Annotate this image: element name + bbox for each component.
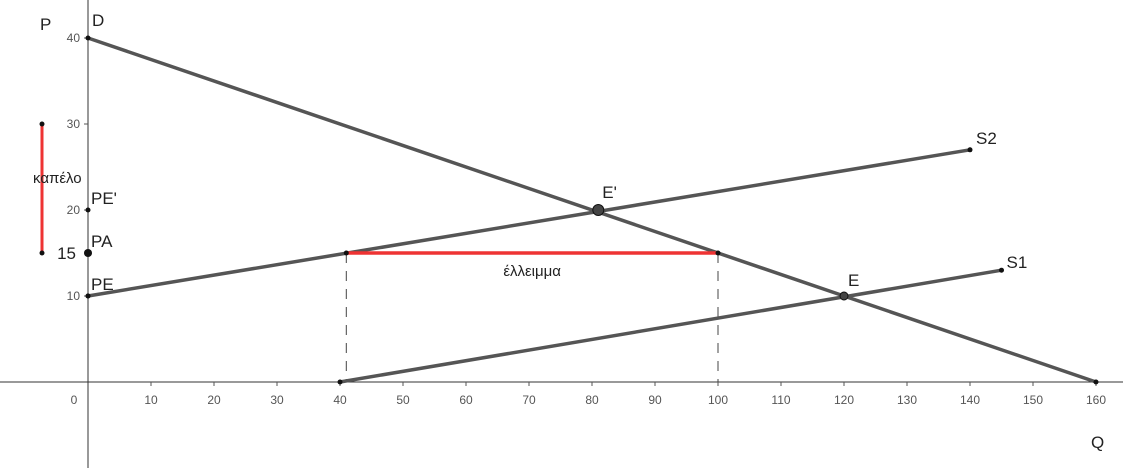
series-endpoint bbox=[337, 379, 343, 385]
ceiling-endpoint bbox=[39, 250, 45, 256]
equilibrium-label: E bbox=[848, 271, 859, 290]
equilibrium-point bbox=[592, 204, 605, 216]
x-tick-label: 20 bbox=[207, 393, 221, 407]
x-tick-label: 30 bbox=[270, 393, 284, 407]
series-endpoint bbox=[1093, 379, 1099, 385]
series-endpoint bbox=[999, 267, 1004, 273]
y-tick-label: 30 bbox=[67, 117, 81, 131]
y-axis-label: P bbox=[40, 15, 51, 34]
x-tick-label: 60 bbox=[459, 393, 473, 407]
shortage-endpoint bbox=[715, 250, 721, 256]
x-tick-label: 90 bbox=[648, 393, 662, 407]
equilibrium-label: E' bbox=[602, 183, 617, 202]
x-tick-label: 50 bbox=[396, 393, 410, 407]
price-label-pe: PE bbox=[91, 275, 114, 294]
x-tick-label: 160 bbox=[1086, 393, 1106, 407]
price-label-pa: PA bbox=[91, 232, 113, 251]
x-tick-label: 80 bbox=[585, 393, 599, 407]
x-tick-label: 150 bbox=[1023, 393, 1043, 407]
x-tick-label: 120 bbox=[834, 393, 854, 407]
ceiling-endpoint bbox=[39, 121, 45, 127]
series-d-line bbox=[86, 36, 1098, 384]
x-axis-label: Q bbox=[1091, 433, 1104, 452]
series-s1-label: S1 bbox=[1007, 253, 1028, 272]
y-tick-label-15: 15 bbox=[57, 244, 76, 263]
price-point bbox=[84, 249, 92, 257]
x-tick-label: 70 bbox=[522, 393, 536, 407]
series-d-label: D bbox=[92, 11, 104, 30]
series-s1-line bbox=[338, 268, 1004, 384]
series-endpoint bbox=[967, 147, 973, 153]
y-tick-label: 20 bbox=[67, 203, 81, 217]
y-tick-label: 40 bbox=[67, 31, 81, 45]
x-tick-label: 140 bbox=[960, 393, 980, 407]
series-endpoint bbox=[85, 35, 91, 41]
x-tick-label: 0 bbox=[71, 393, 78, 407]
x-tick-label: 100 bbox=[708, 393, 728, 407]
series-s2-label: S2 bbox=[976, 129, 997, 148]
y-tick-label: 10 bbox=[67, 289, 81, 303]
shortage-endpoint bbox=[343, 250, 349, 256]
ceiling-label: καπέλο bbox=[33, 170, 82, 187]
shortage-label: έλλειμμα bbox=[503, 263, 561, 280]
x-tick-label: 40 bbox=[333, 393, 347, 407]
equilibrium-point bbox=[839, 291, 849, 301]
x-tick-label: 130 bbox=[897, 393, 917, 407]
x-tick-label: 110 bbox=[771, 393, 790, 407]
price-point bbox=[85, 207, 91, 213]
series-s2-line bbox=[86, 148, 972, 298]
x-tick-label: 10 bbox=[144, 393, 158, 407]
price-point bbox=[85, 293, 91, 299]
price-label-pep: PE' bbox=[91, 189, 117, 208]
